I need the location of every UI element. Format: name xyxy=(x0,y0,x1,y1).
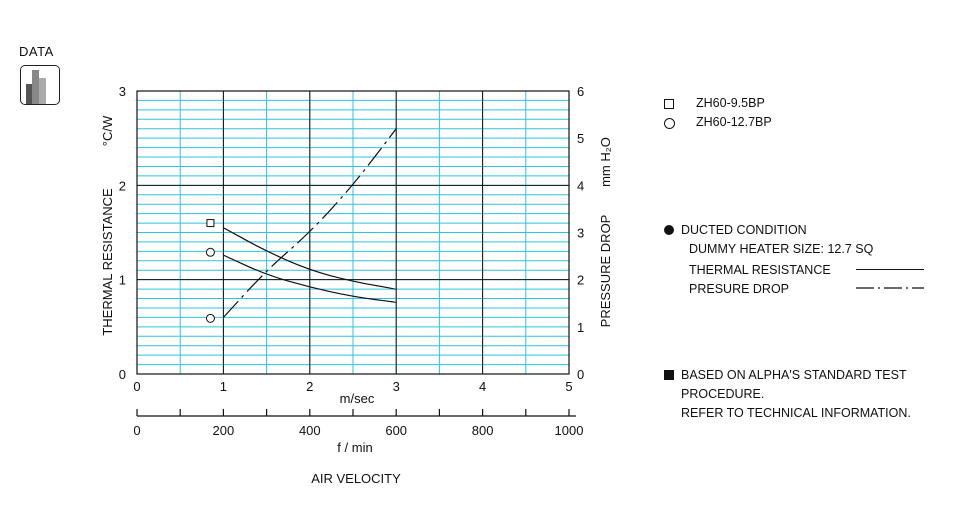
y-left-axis-title: THERMAL RESISTANCE xyxy=(100,188,115,336)
square-marker-icon xyxy=(664,99,674,109)
y-right-axis-title: PRESSURE DROP xyxy=(598,215,613,328)
circle-marker xyxy=(205,313,215,323)
x-axis-title: AIR VELOCITY xyxy=(311,471,401,486)
x-tick-label-fmin: 200 xyxy=(213,423,235,438)
x-tick-label-ms: 5 xyxy=(565,379,572,394)
plot-frame xyxy=(136,90,570,375)
standard-line-2: PROCEDURE. xyxy=(681,387,765,401)
y-right-tick-label: 1 xyxy=(577,320,584,335)
series-line-ZH60-9.5BP xyxy=(223,227,397,290)
circle-marker-icon xyxy=(664,118,675,129)
series-line-pressure_drop xyxy=(222,128,397,318)
data-badge-label: DATA xyxy=(19,44,54,59)
y-right-tick-label: 5 xyxy=(577,131,584,146)
x-tick-label-ms: 1 xyxy=(220,379,227,394)
bullet-square-icon xyxy=(664,370,674,380)
standard-block: BASED ON ALPHA'S STANDARD TEST PROCEDURE… xyxy=(664,368,911,425)
y-right-tick-label: 4 xyxy=(577,178,584,193)
x-axis-label-ms: m/sec xyxy=(340,391,375,406)
y-right-tick-label: 0 xyxy=(577,367,584,382)
x-tick-label-fmin: 1000 xyxy=(555,423,584,438)
x-tick-label-ms: 2 xyxy=(306,379,313,394)
square-marker xyxy=(206,219,215,228)
legend-label: ZH60-12.7BP xyxy=(696,115,772,129)
conditions-block: DUCTED CONDITION DUMMY HEATER SIZE: 12.7… xyxy=(664,223,924,299)
y-right-tick-label: 3 xyxy=(577,226,584,241)
x-tick-label-ms: 4 xyxy=(479,379,486,394)
x-tick-label-fmin: 0 xyxy=(133,423,140,438)
y-left-unit: °C/W xyxy=(100,115,115,146)
x-tick-label-fmin: 400 xyxy=(299,423,321,438)
series-line-ZH60-12.7BP xyxy=(223,254,397,303)
y-right-tick-label: 2 xyxy=(577,273,584,288)
pressure-drop-label: PRESURE DROP xyxy=(689,282,790,296)
bullet-circle-icon xyxy=(664,225,674,235)
y-left-tick-label: 2 xyxy=(119,178,126,193)
legend-label: ZH60-9.5BP xyxy=(696,96,765,110)
dash-dot-line-icon xyxy=(856,287,924,289)
conditions-title: DUCTED CONDITION xyxy=(681,223,807,237)
thermal-resistance-label: THERMAL RESISTANCE xyxy=(689,263,831,277)
x-tick-label-ms: 0 xyxy=(133,379,140,394)
y-left-tick-label: 3 xyxy=(119,84,126,99)
x-tick-label-ms: 3 xyxy=(393,379,400,394)
bar-chart-icon xyxy=(20,65,60,105)
x-tick-label-fmin: 800 xyxy=(472,423,494,438)
circle-marker xyxy=(205,247,215,257)
standard-line-1: BASED ON ALPHA'S STANDARD TEST xyxy=(681,368,907,382)
solid-line-icon xyxy=(856,269,924,270)
x-tick-label-fmin: 600 xyxy=(385,423,407,438)
y-left-tick-label: 1 xyxy=(119,273,126,288)
y-right-tick-label: 6 xyxy=(577,84,584,99)
standard-line-3: REFER TO TECHNICAL INFORMATION. xyxy=(681,406,911,420)
heater-size: DUMMY HEATER SIZE: 12.7 SQ xyxy=(689,242,874,256)
x-axis-label-fmin: f / min xyxy=(337,440,372,455)
y-right-unit: mm H₂O xyxy=(598,137,613,187)
y-left-tick-label: 0 xyxy=(119,367,126,382)
